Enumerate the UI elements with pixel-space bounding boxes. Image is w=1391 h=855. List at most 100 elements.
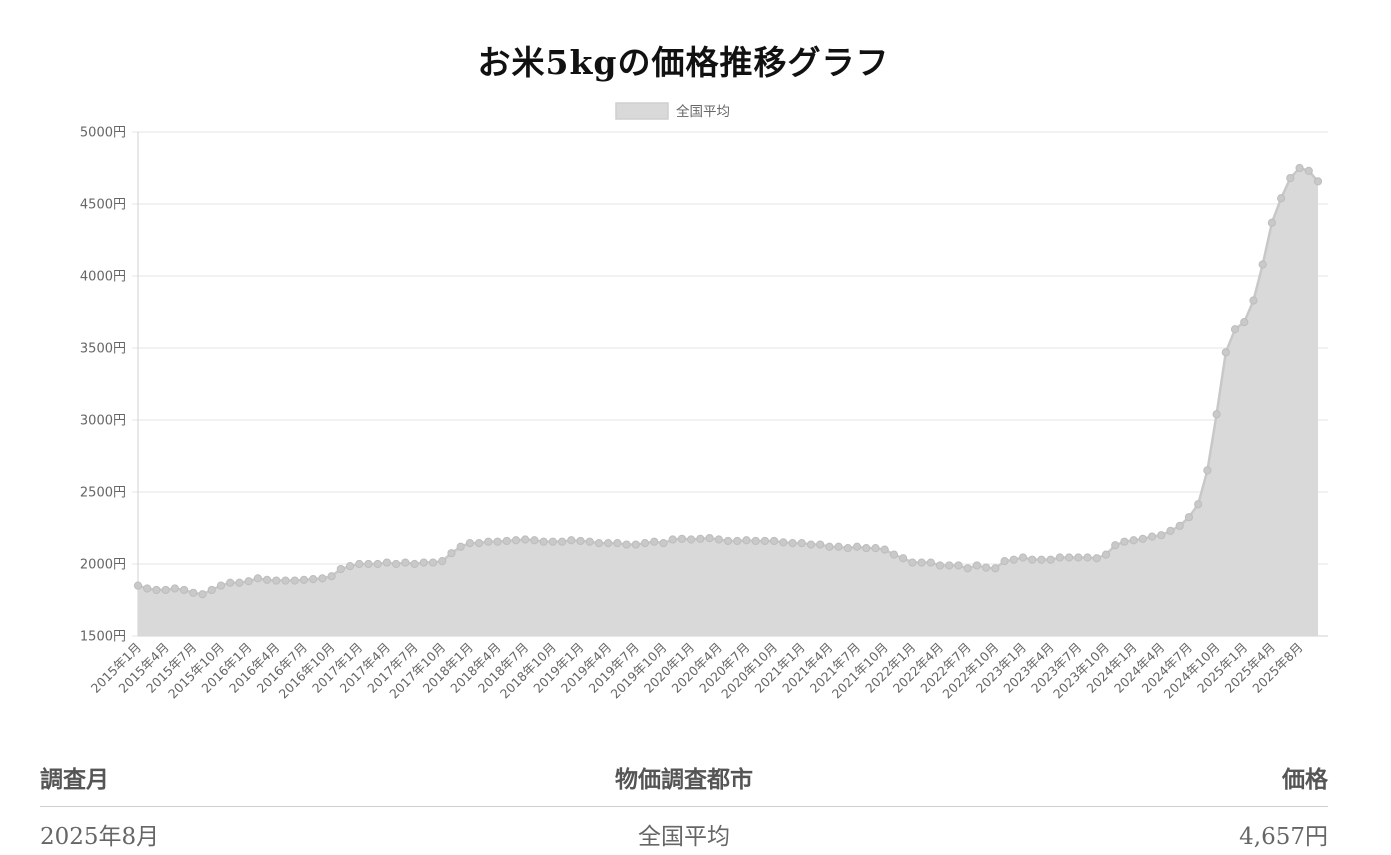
data-point[interactable] bbox=[844, 545, 851, 552]
data-point[interactable] bbox=[180, 586, 187, 593]
data-point[interactable] bbox=[134, 582, 141, 589]
data-point[interactable] bbox=[641, 540, 648, 547]
data-point[interactable] bbox=[752, 537, 759, 544]
data-point[interactable] bbox=[1241, 318, 1248, 325]
data-point[interactable] bbox=[623, 541, 630, 548]
data-point[interactable] bbox=[1222, 349, 1229, 356]
legend-label[interactable]: 全国平均 bbox=[676, 103, 730, 120]
data-point[interactable] bbox=[1047, 556, 1054, 563]
data-point[interactable] bbox=[171, 585, 178, 592]
data-point[interactable] bbox=[475, 540, 482, 547]
data-point[interactable] bbox=[1102, 551, 1109, 558]
data-point[interactable] bbox=[448, 550, 455, 557]
data-point[interactable] bbox=[1176, 522, 1183, 529]
data-point[interactable] bbox=[1167, 527, 1174, 534]
data-point[interactable] bbox=[1139, 535, 1146, 542]
data-point[interactable] bbox=[1038, 556, 1045, 563]
data-point[interactable] bbox=[1056, 554, 1063, 561]
data-point[interactable] bbox=[798, 540, 805, 547]
chart-legend[interactable]: 全国平均 bbox=[616, 103, 730, 120]
data-point[interactable] bbox=[485, 538, 492, 545]
data-point[interactable] bbox=[420, 559, 427, 566]
data-point[interactable] bbox=[1010, 556, 1017, 563]
data-point[interactable] bbox=[1278, 195, 1285, 202]
data-point[interactable] bbox=[900, 555, 907, 562]
data-point[interactable] bbox=[144, 585, 151, 592]
data-point[interactable] bbox=[1001, 558, 1008, 565]
data-point[interactable] bbox=[817, 541, 824, 548]
data-point[interactable] bbox=[706, 534, 713, 541]
data-point[interactable] bbox=[586, 538, 593, 545]
data-point[interactable] bbox=[973, 562, 980, 569]
data-point[interactable] bbox=[1084, 554, 1091, 561]
data-point[interactable] bbox=[955, 562, 962, 569]
data-point[interactable] bbox=[853, 543, 860, 550]
data-point[interactable] bbox=[466, 540, 473, 547]
data-point[interactable] bbox=[1268, 219, 1275, 226]
data-point[interactable] bbox=[678, 535, 685, 542]
data-point[interactable] bbox=[153, 586, 160, 593]
data-point[interactable] bbox=[660, 540, 667, 547]
data-point[interactable] bbox=[826, 543, 833, 550]
data-point[interactable] bbox=[1231, 326, 1238, 333]
data-point[interactable] bbox=[1305, 167, 1312, 174]
data-point[interactable] bbox=[983, 564, 990, 571]
data-point[interactable] bbox=[411, 560, 418, 567]
data-point[interactable] bbox=[540, 538, 547, 545]
data-point[interactable] bbox=[217, 582, 224, 589]
data-point[interactable] bbox=[614, 540, 621, 547]
data-point[interactable] bbox=[512, 537, 519, 544]
data-point[interactable] bbox=[1259, 261, 1266, 268]
data-point[interactable] bbox=[1148, 533, 1155, 540]
data-point[interactable] bbox=[605, 540, 612, 547]
data-point[interactable] bbox=[724, 537, 731, 544]
data-point[interactable] bbox=[734, 537, 741, 544]
data-point[interactable] bbox=[1029, 556, 1036, 563]
data-point[interactable] bbox=[835, 543, 842, 550]
data-point[interactable] bbox=[558, 538, 565, 545]
data-point[interactable] bbox=[254, 575, 261, 582]
data-point[interactable] bbox=[595, 540, 602, 547]
data-point[interactable] bbox=[688, 536, 695, 543]
data-point[interactable] bbox=[383, 559, 390, 566]
data-point[interactable] bbox=[1185, 514, 1192, 521]
data-point[interactable] bbox=[1075, 554, 1082, 561]
data-point[interactable] bbox=[927, 559, 934, 566]
data-point[interactable] bbox=[291, 577, 298, 584]
data-point[interactable] bbox=[780, 539, 787, 546]
legend-swatch[interactable] bbox=[616, 103, 668, 119]
data-point[interactable] bbox=[337, 565, 344, 572]
data-point[interactable] bbox=[761, 537, 768, 544]
data-point[interactable] bbox=[918, 559, 925, 566]
data-point[interactable] bbox=[651, 538, 658, 545]
data-point[interactable] bbox=[1158, 532, 1165, 539]
data-point[interactable] bbox=[992, 565, 999, 572]
data-point[interactable] bbox=[577, 537, 584, 544]
data-point[interactable] bbox=[273, 577, 280, 584]
data-point[interactable] bbox=[245, 578, 252, 585]
data-point[interactable] bbox=[1250, 297, 1257, 304]
data-point[interactable] bbox=[263, 576, 270, 583]
data-point[interactable] bbox=[494, 538, 501, 545]
data-point[interactable] bbox=[1314, 178, 1321, 185]
data-point[interactable] bbox=[807, 541, 814, 548]
data-point[interactable] bbox=[789, 540, 796, 547]
data-point[interactable] bbox=[1195, 501, 1202, 508]
data-point[interactable] bbox=[1204, 467, 1211, 474]
data-point[interactable] bbox=[1130, 537, 1137, 544]
data-point[interactable] bbox=[697, 535, 704, 542]
data-point[interactable] bbox=[328, 573, 335, 580]
data-point[interactable] bbox=[402, 559, 409, 566]
data-point[interactable] bbox=[1112, 542, 1119, 549]
data-point[interactable] bbox=[503, 537, 510, 544]
data-point[interactable] bbox=[374, 560, 381, 567]
data-point[interactable] bbox=[715, 536, 722, 543]
data-point[interactable] bbox=[881, 546, 888, 553]
data-point[interactable] bbox=[236, 579, 243, 586]
data-point[interactable] bbox=[1093, 555, 1100, 562]
data-point[interactable] bbox=[190, 589, 197, 596]
data-point[interactable] bbox=[199, 591, 206, 598]
data-point[interactable] bbox=[743, 537, 750, 544]
data-point[interactable] bbox=[1296, 164, 1303, 171]
data-point[interactable] bbox=[549, 538, 556, 545]
